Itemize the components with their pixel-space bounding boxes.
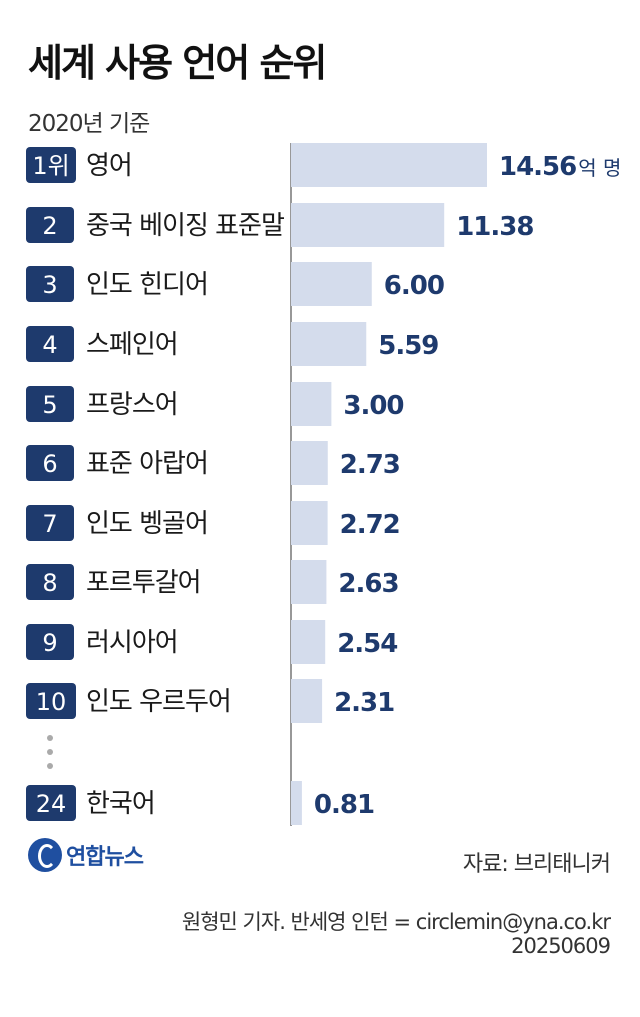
source-note: 자료: 브리태니커 [462, 852, 611, 877]
category-label: 영어 [86, 151, 132, 181]
value-label: 6.00 [384, 271, 444, 301]
value-label: 11.38 [456, 212, 533, 242]
rank-badge [26, 445, 74, 481]
category-label: 인도 우르두어 [86, 687, 231, 717]
value-label: 0.81 [314, 790, 374, 820]
rank-badge [26, 326, 74, 362]
bar [291, 203, 445, 247]
ellipsis-dot [47, 735, 53, 741]
value-label: 14.56 [499, 152, 576, 182]
bar [291, 262, 372, 306]
rank-label: 3 [42, 271, 57, 299]
rank-badge [26, 207, 74, 243]
unit-label: 억 명 [578, 156, 621, 180]
yonhap-logo: 연합뉴스 [28, 838, 144, 872]
rank-badge [26, 624, 74, 660]
rank-label: 4 [42, 331, 57, 359]
category-label: 프랑스어 [86, 390, 178, 420]
rank-label: 2 [42, 212, 57, 240]
ellipsis-dot [47, 763, 53, 769]
rank-label: 5 [42, 391, 57, 419]
rank-badge [26, 147, 76, 183]
category-label: 인도 힌디어 [86, 270, 208, 300]
rank-label: 9 [42, 629, 57, 657]
chart-subtitle: 2020년 기준 [28, 111, 150, 137]
chart-title: 세계 사용 언어 순위 [28, 41, 327, 85]
category-label: 포르투갈어 [86, 568, 201, 598]
bar [291, 143, 487, 187]
category-label: 표준 아랍어 [86, 449, 208, 479]
bar [291, 322, 367, 366]
category-label: 러시아어 [86, 628, 178, 658]
rank-label: 6 [42, 450, 57, 478]
value-label: 2.73 [340, 450, 400, 480]
rank-badge [26, 386, 74, 422]
value-label: 2.63 [338, 569, 398, 599]
bar [291, 781, 302, 825]
value-label: 3.00 [343, 391, 403, 421]
bar [291, 620, 326, 664]
bar [291, 560, 327, 604]
value-label: 2.31 [334, 688, 394, 718]
yonhap-logo-icon [28, 838, 62, 872]
bar [291, 441, 328, 485]
logo-text: 연합뉴스 [66, 845, 144, 870]
value-label: 2.54 [337, 629, 397, 659]
category-label: 한국어 [86, 789, 155, 819]
value-label: 2.72 [340, 510, 400, 540]
rank-badge [26, 266, 74, 302]
bar [291, 501, 328, 545]
rank-label: 1위 [32, 152, 69, 180]
category-label: 스페인어 [86, 330, 178, 360]
rank-label: 7 [42, 510, 57, 538]
rank-badge [26, 785, 76, 821]
credit-line: 원형민 기자. 반세영 인턴 = circlemin@yna.co.kr [181, 910, 611, 934]
rank-label: 8 [42, 569, 57, 597]
value-label: 5.59 [378, 331, 438, 361]
rank-badge [26, 505, 74, 541]
bar [291, 382, 332, 426]
bar [291, 679, 323, 723]
date-stamp: 20250609 [511, 934, 611, 958]
category-label: 중국 베이징 표준말 [86, 211, 284, 241]
bar-chart: 1위 영어 14.56 억 명 2 중국 베이징 표준말 11.38 3 인도 힌디어 6.00 4… [26, 143, 621, 826]
ellipsis-dot [47, 749, 53, 755]
rank-label: 24 [36, 790, 67, 818]
rank-badge [26, 564, 74, 600]
rank-label: 10 [36, 688, 67, 716]
rank-badge [26, 683, 76, 719]
category-label: 인도 벵골어 [86, 509, 208, 539]
